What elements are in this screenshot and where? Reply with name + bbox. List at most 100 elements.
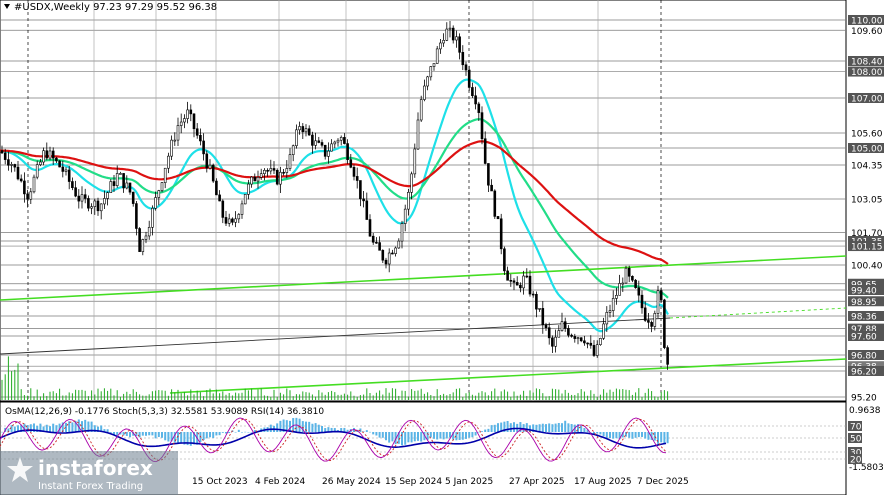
candle-body-181 — [579, 337, 583, 342]
candle-body-53 — [170, 139, 173, 157]
osma-bar-197 — [631, 432, 634, 439]
osma-bar-16 — [52, 423, 55, 432]
candle-body-102 — [327, 150, 330, 157]
osma-bar-63 — [202, 432, 205, 441]
price-tag-bg-10 — [848, 236, 884, 246]
osma-bar-76 — [244, 431, 247, 433]
symbol-title: #USDX,Weekly 97.23 97.29 95.52 96.38 — [14, 2, 217, 13]
candle-body-131 — [419, 99, 423, 121]
osma-bar-123 — [394, 432, 397, 445]
osma-bar-79 — [253, 430, 256, 432]
osma-bar-58 — [186, 432, 189, 446]
price-tag-3: 108.00 — [851, 68, 883, 78]
osma-bar-11 — [36, 425, 39, 432]
candle-body-69 — [221, 200, 225, 218]
candle-body-151 — [483, 138, 487, 164]
time-axis: 15 Oct 2023 4 Feb 2024 26 May 2024 15 Sep 2… — [192, 477, 689, 487]
price-tag-11: 101.15 — [851, 243, 883, 253]
candle-body-188 — [602, 323, 605, 339]
collapse-triangle-icon[interactable] — [4, 4, 10, 9]
candle-body-205 — [656, 290, 660, 314]
candle-body-54 — [173, 139, 177, 142]
price-tag-15: 98.95 — [851, 298, 877, 308]
candle-body-34 — [109, 181, 113, 193]
osc-level-tag-bg-2 — [848, 447, 862, 457]
candle-body-20 — [64, 169, 68, 172]
candle-body-178 — [570, 334, 573, 337]
candle-body-43 — [138, 228, 141, 252]
osma-bar-67 — [215, 432, 218, 436]
osma-bar-154 — [493, 424, 496, 432]
osma-bar-53 — [170, 432, 173, 442]
osc-axis-max: 0.9638 — [849, 406, 881, 416]
candle-body-58 — [186, 109, 189, 119]
candle-body-8 — [26, 193, 29, 200]
osma-bar-137 — [439, 432, 442, 439]
osma-bar-201 — [644, 432, 647, 439]
candle-body-136 — [435, 48, 439, 64]
volume-bars — [1, 356, 669, 400]
candle-body-86 — [275, 169, 279, 185]
candle-body-206 — [659, 290, 663, 301]
osc-level-tag-bg-1 — [848, 433, 862, 443]
osma-bar-181 — [580, 425, 583, 432]
osma-bar-57 — [183, 432, 186, 445]
price-tag-bg-13 — [848, 278, 884, 289]
osma-bar-13 — [42, 426, 45, 432]
candle-body-23 — [74, 187, 77, 197]
candle-body-27 — [87, 198, 90, 209]
osma-bar-198 — [634, 432, 637, 438]
candle-body-65 — [208, 164, 212, 169]
osma-bar-45 — [145, 432, 147, 436]
osma-bar-188 — [602, 432, 605, 437]
osma-bar-125 — [401, 432, 403, 446]
osma-bar-176 — [564, 420, 567, 432]
candle-body-152 — [487, 163, 490, 186]
osc-level-tag-1: 50 — [850, 435, 862, 445]
candle-body-140 — [448, 27, 452, 30]
candle-body-134 — [429, 66, 433, 78]
candle-body-150 — [480, 112, 484, 140]
candle-body-132 — [423, 85, 426, 100]
osma-bar-129 — [413, 432, 416, 442]
price-label-7: 104.35 — [851, 162, 883, 172]
osma-bar-19 — [61, 422, 64, 432]
candle-body-109 — [349, 159, 353, 168]
candle-body-111 — [355, 176, 359, 181]
osma-bar-115 — [369, 431, 371, 433]
candle-body-167 — [535, 293, 538, 310]
candle-body-148 — [474, 95, 477, 105]
osc-level-tag-2: 30 — [850, 449, 862, 459]
osma-bar-100 — [321, 425, 323, 432]
candle-body-71 — [227, 218, 231, 224]
osma-bar-202 — [647, 432, 650, 440]
osma-bar-187 — [599, 432, 602, 435]
candle-body-44 — [141, 239, 145, 252]
osma-bar-169 — [541, 423, 544, 432]
candle-body-145 — [464, 64, 468, 71]
osma-bar-27 — [87, 421, 90, 432]
candle-body-64 — [205, 153, 209, 169]
osma-bar-131 — [420, 432, 423, 442]
candle-body-172 — [551, 337, 554, 347]
candle-body-170 — [544, 324, 548, 328]
osma-bar-69 — [221, 432, 224, 433]
osc-level-tag-bg-0 — [848, 421, 862, 431]
candle-body-11 — [35, 164, 39, 178]
osma-bar-168 — [538, 424, 541, 432]
osma-bar-95 — [305, 421, 307, 432]
candle-body-18 — [58, 160, 61, 168]
osma-bar-207 — [663, 432, 666, 445]
osma-bar-113 — [362, 431, 365, 432]
osma-bar-104 — [333, 428, 336, 432]
price-tag-14: 99.40 — [851, 287, 877, 297]
osma-bar-86 — [276, 423, 279, 432]
candle-body-14 — [45, 150, 49, 159]
osma-bar-184 — [589, 432, 592, 433]
candle-body-51 — [163, 167, 167, 183]
osma-bar-132 — [423, 432, 426, 441]
candle-body-156 — [499, 218, 503, 250]
candle-body-72 — [231, 218, 234, 223]
candle-body-107 — [343, 137, 346, 144]
